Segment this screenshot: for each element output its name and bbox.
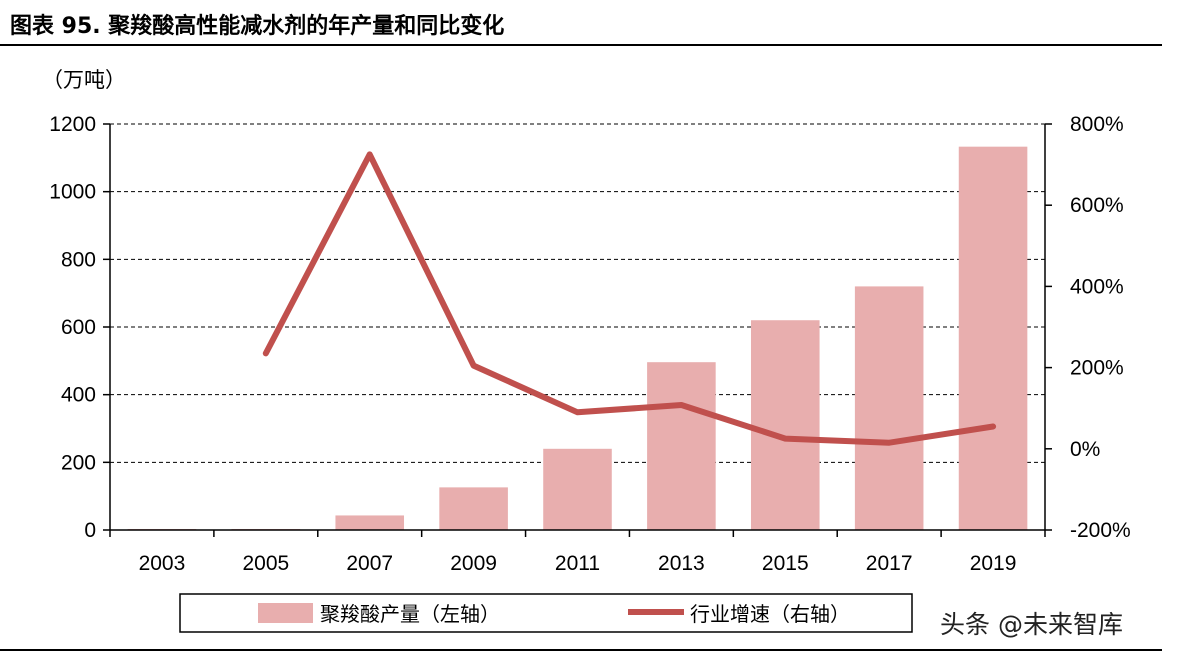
left-tick-label: 1200 bbox=[49, 113, 96, 136]
left-axis-unit: （万吨） bbox=[42, 68, 126, 92]
x-tick-label: 2003 bbox=[139, 552, 186, 575]
watermark: 头条 @未来智库 bbox=[940, 610, 1123, 639]
top-rule bbox=[0, 44, 1162, 46]
x-tick-label: 2017 bbox=[866, 552, 913, 575]
right-tick-label: -200% bbox=[1070, 519, 1131, 542]
x-tick-label: 2009 bbox=[450, 552, 497, 575]
legend-box bbox=[179, 593, 913, 633]
bar-2017 bbox=[854, 286, 924, 530]
x-tick-label: 2013 bbox=[658, 552, 705, 575]
bar-2011 bbox=[543, 448, 612, 530]
bar-2013 bbox=[647, 362, 716, 530]
legend-line-label: 行业增速（右轴） bbox=[690, 602, 850, 626]
legend-bar-swatch bbox=[258, 603, 313, 623]
bar-2007 bbox=[335, 515, 405, 530]
x-tick-label: 2005 bbox=[242, 552, 289, 575]
left-tick-label: 1000 bbox=[49, 181, 96, 204]
growth-line-path bbox=[262, 151, 997, 446]
bars bbox=[127, 146, 1028, 530]
right-tick-label: 0% bbox=[1070, 438, 1100, 461]
legend-bar-label: 聚羧酸产量（左轴） bbox=[320, 602, 500, 626]
left-tick-label: 400 bbox=[61, 384, 96, 407]
bar-2019 bbox=[958, 146, 1028, 530]
left-tick-label: 200 bbox=[61, 451, 96, 474]
growth-line bbox=[262, 151, 997, 446]
axes bbox=[103, 123, 1052, 537]
right-tick-label: 800% bbox=[1070, 113, 1124, 136]
chart-title: 图表 95. 聚羧酸高性能减水剂的年产量和同比变化 bbox=[10, 14, 505, 39]
bar-2015 bbox=[750, 320, 820, 530]
right-tick-label: 200% bbox=[1070, 357, 1124, 380]
x-tick-label: 2007 bbox=[346, 552, 393, 575]
x-tick-label: 2015 bbox=[762, 552, 809, 575]
left-tick-label: 800 bbox=[61, 248, 96, 271]
left-tick-label: 600 bbox=[61, 316, 96, 339]
x-tick-label: 2011 bbox=[555, 552, 600, 575]
legend: 聚羧酸产量（左轴） 行业增速（右轴） bbox=[179, 593, 913, 633]
right-tick-label: 400% bbox=[1070, 275, 1124, 298]
right-tick-label: 600% bbox=[1070, 194, 1124, 217]
bar-2009 bbox=[439, 487, 508, 530]
tick-labels: 0 200 400 600 800 1000 1200 -200% 0% 200% 400% 600%… bbox=[49, 113, 1130, 575]
left-tick-label: 0 bbox=[84, 519, 96, 542]
bottom-rule bbox=[0, 649, 1162, 651]
x-tick-label: 2019 bbox=[970, 552, 1017, 575]
